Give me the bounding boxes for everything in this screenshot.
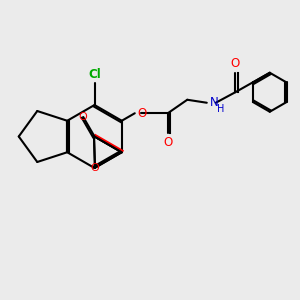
Text: O: O [163,136,172,149]
Text: H: H [217,104,224,114]
Text: Cl: Cl [88,68,101,81]
Text: O: O [231,57,240,70]
Text: O: O [90,163,99,173]
Text: N: N [210,96,218,109]
Text: O: O [79,112,88,122]
Text: O: O [138,107,147,120]
